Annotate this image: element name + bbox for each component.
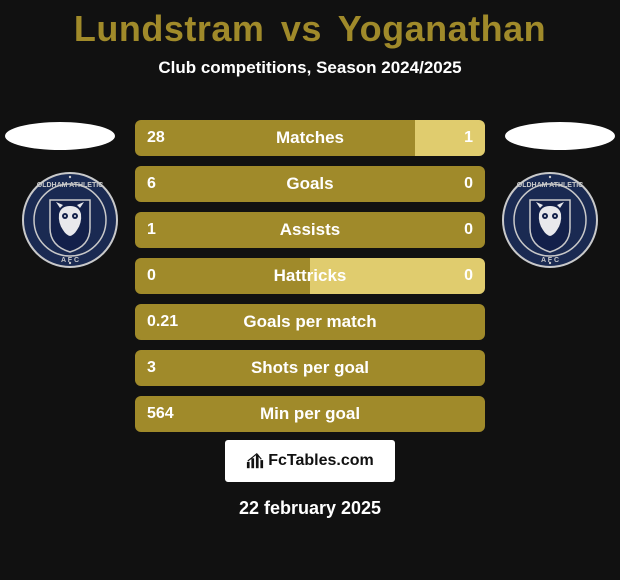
player-b-name: Yoganathan [338, 8, 546, 49]
stat-bar-track [135, 212, 485, 248]
stat-value-right: 0 [464, 267, 473, 285]
stat-bar-left-segment [135, 166, 485, 202]
stat-bar-track [135, 350, 485, 386]
stat-bar-track [135, 166, 485, 202]
fctables-logo[interactable]: FcTables.com [225, 440, 395, 482]
player-a-name: Lundstram [74, 8, 265, 49]
svg-text:OLDHAM ATHLETIC: OLDHAM ATHLETIC [37, 182, 104, 189]
stat-bar-left-segment [135, 258, 310, 294]
stat-bar-right-segment [415, 120, 485, 156]
stat-bar-left-segment [135, 304, 485, 340]
stat-value-left: 0.21 [147, 313, 178, 331]
stat-value-left: 0 [147, 267, 156, 285]
stat-bar-track [135, 304, 485, 340]
stat-bar-track [135, 258, 485, 294]
stats-comparison-bars: Matches281Goals60Assists10Hattricks00Goa… [135, 120, 485, 442]
player-b-avatar-placeholder [505, 122, 615, 150]
player-a-avatar-placeholder [5, 122, 115, 150]
stat-bar-left-segment [135, 350, 485, 386]
stat-bar-track [135, 120, 485, 156]
player-a-club-badge: OLDHAM ATHLETIC A F C [20, 170, 120, 270]
stat-row: Goals per match0.21 [135, 304, 485, 340]
stat-bar-right-segment [310, 258, 485, 294]
vs-separator: vs [281, 8, 322, 49]
stat-value-left: 564 [147, 405, 174, 423]
svg-text:OLDHAM ATHLETIC: OLDHAM ATHLETIC [517, 182, 584, 189]
fctables-label: FcTables.com [268, 452, 374, 470]
stat-row: Assists10 [135, 212, 485, 248]
stat-bar-left-segment [135, 212, 485, 248]
player-b-club-badge: OLDHAM ATHLETIC A F C [500, 170, 600, 270]
stat-value-left: 3 [147, 359, 156, 377]
stat-value-left: 1 [147, 221, 156, 239]
svg-text:A F C: A F C [541, 257, 559, 264]
stat-row: Hattricks00 [135, 258, 485, 294]
stat-bar-track [135, 396, 485, 432]
page-title: Lundstram vs Yoganathan [0, 0, 620, 50]
footer-date: 22 february 2025 [0, 498, 620, 519]
stat-row: Min per goal564 [135, 396, 485, 432]
stat-value-left: 28 [147, 129, 165, 147]
stat-row: Matches281 [135, 120, 485, 156]
bar-chart-icon [246, 452, 264, 470]
page-subtitle: Club competitions, Season 2024/2025 [0, 58, 620, 78]
svg-text:A F C: A F C [61, 257, 79, 264]
stat-row: Goals60 [135, 166, 485, 202]
stat-bar-left-segment [135, 120, 415, 156]
stat-value-right: 1 [464, 129, 473, 147]
stat-bar-left-segment [135, 396, 485, 432]
stat-row: Shots per goal3 [135, 350, 485, 386]
stat-value-left: 6 [147, 175, 156, 193]
stat-value-right: 0 [464, 221, 473, 239]
stat-value-right: 0 [464, 175, 473, 193]
